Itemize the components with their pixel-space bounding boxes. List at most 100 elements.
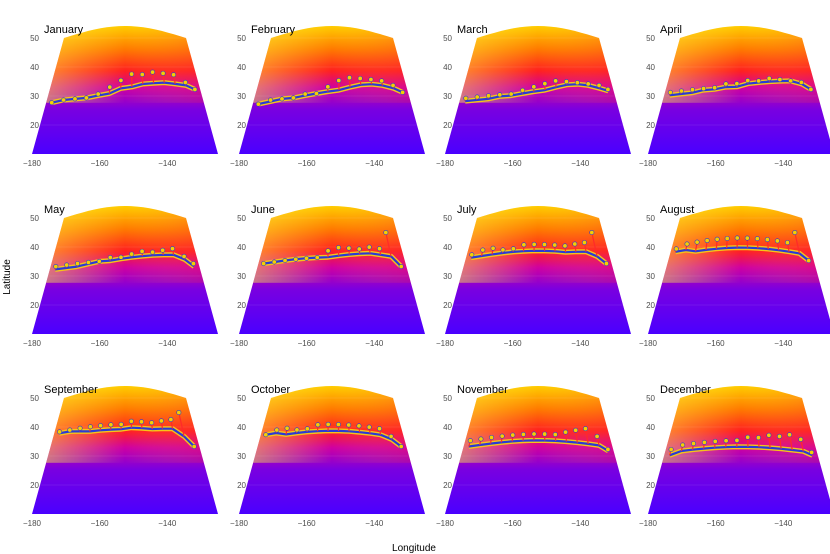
front-marker: [745, 434, 751, 440]
front-marker: [75, 261, 81, 267]
y-tick-label: 50: [30, 214, 39, 223]
front-marker: [158, 418, 164, 424]
front-marker: [552, 242, 558, 248]
front-marker: [755, 435, 761, 441]
panel-march: March 20 30 40 50 −180 −160 −140: [436, 24, 631, 168]
front-marker: [304, 255, 310, 261]
x-tick-label: −140: [774, 159, 793, 168]
heatmap-field: [648, 386, 830, 514]
y-tick-label: 40: [237, 243, 246, 252]
panel-title: May: [44, 204, 65, 216]
front-marker: [808, 86, 814, 92]
x-tick-label: −140: [365, 339, 384, 348]
front-marker: [520, 87, 526, 93]
y-tick-label: 40: [443, 243, 452, 252]
y-tick-label: 40: [646, 243, 655, 252]
front-marker: [806, 258, 812, 264]
front-marker: [788, 78, 794, 84]
front-marker: [294, 427, 300, 433]
panel-title: December: [660, 384, 711, 396]
x-tick-label: −180: [23, 519, 42, 528]
y-tick-label: 30: [30, 272, 39, 281]
front-marker: [107, 84, 113, 90]
front-marker: [57, 429, 63, 435]
y-tick-label: 20: [30, 481, 39, 490]
front-marker: [723, 438, 729, 444]
front-marker: [274, 427, 280, 433]
panel-title: February: [251, 24, 296, 36]
y-axis-title: Latitude: [2, 259, 13, 295]
front-marker: [315, 422, 321, 428]
front-marker: [712, 438, 718, 444]
x-tick-label: −160: [504, 159, 523, 168]
front-marker: [744, 235, 750, 241]
x-tick-label: −180: [436, 159, 455, 168]
front-marker: [268, 97, 274, 103]
front-marker: [754, 236, 760, 242]
front-marker: [346, 422, 352, 428]
front-marker: [314, 255, 320, 261]
front-line: [468, 439, 609, 452]
front-stem: [788, 434, 793, 451]
x-tick-label: −160: [707, 339, 726, 348]
front-marker: [774, 238, 780, 244]
heatmap-overlay: [239, 386, 425, 463]
front-line: [59, 426, 195, 448]
front-marker: [714, 236, 720, 242]
front-stem: [584, 428, 589, 445]
panel-title: October: [251, 384, 290, 396]
front-marker: [474, 94, 480, 100]
front-marker: [302, 91, 308, 97]
front-marker: [469, 252, 475, 258]
front-marker: [182, 79, 188, 85]
heatmap-field: [648, 206, 830, 334]
front-marker: [520, 431, 526, 437]
y-tick-label: 40: [646, 63, 655, 72]
y-tick-label: 20: [646, 121, 655, 130]
front-marker: [499, 433, 505, 439]
front-marker: [325, 84, 331, 90]
front-marker: [508, 91, 514, 97]
heatmap-field: [445, 206, 631, 334]
front-marker: [279, 96, 285, 102]
front-marker: [485, 93, 491, 99]
front-marker: [497, 92, 503, 98]
front-marker: [271, 259, 277, 265]
front-marker: [366, 424, 372, 430]
y-tick-label: 40: [443, 63, 452, 72]
front-marker: [83, 95, 89, 101]
front-marker: [398, 264, 404, 270]
front-marker: [712, 85, 718, 91]
front-line: [675, 246, 810, 262]
front-marker: [500, 247, 506, 253]
front-marker: [376, 426, 382, 432]
front-marker: [61, 97, 67, 103]
front-marker: [356, 423, 362, 429]
front-marker: [335, 421, 341, 427]
x-tick-label: −140: [571, 519, 590, 528]
x-tick-label: −140: [774, 339, 793, 348]
y-tick-label: 40: [646, 423, 655, 432]
front-marker: [531, 241, 537, 247]
y-tick-label: 50: [646, 394, 655, 403]
front-marker: [284, 425, 290, 431]
front-marker: [313, 90, 319, 96]
front-marker: [582, 426, 588, 432]
y-tick-label: 40: [30, 63, 39, 72]
front-marker: [139, 72, 145, 78]
front-marker: [160, 247, 166, 253]
panel-november: November 20 30 40 50 −180 −160 −140: [436, 384, 631, 528]
front-line: [54, 253, 195, 271]
front-marker: [573, 427, 579, 433]
front-marker: [510, 246, 516, 252]
x-tick-label: −140: [158, 339, 177, 348]
front-marker: [541, 241, 547, 247]
front-marker: [563, 79, 569, 85]
front-marker: [531, 84, 537, 90]
panel-august: August 20 30 40 50 −180 −160 −140: [639, 204, 830, 348]
front-marker: [734, 235, 740, 241]
front-marker: [290, 95, 296, 101]
y-tick-label: 50: [646, 34, 655, 43]
y-tick-label: 40: [30, 423, 39, 432]
x-tick-label: −180: [639, 159, 658, 168]
